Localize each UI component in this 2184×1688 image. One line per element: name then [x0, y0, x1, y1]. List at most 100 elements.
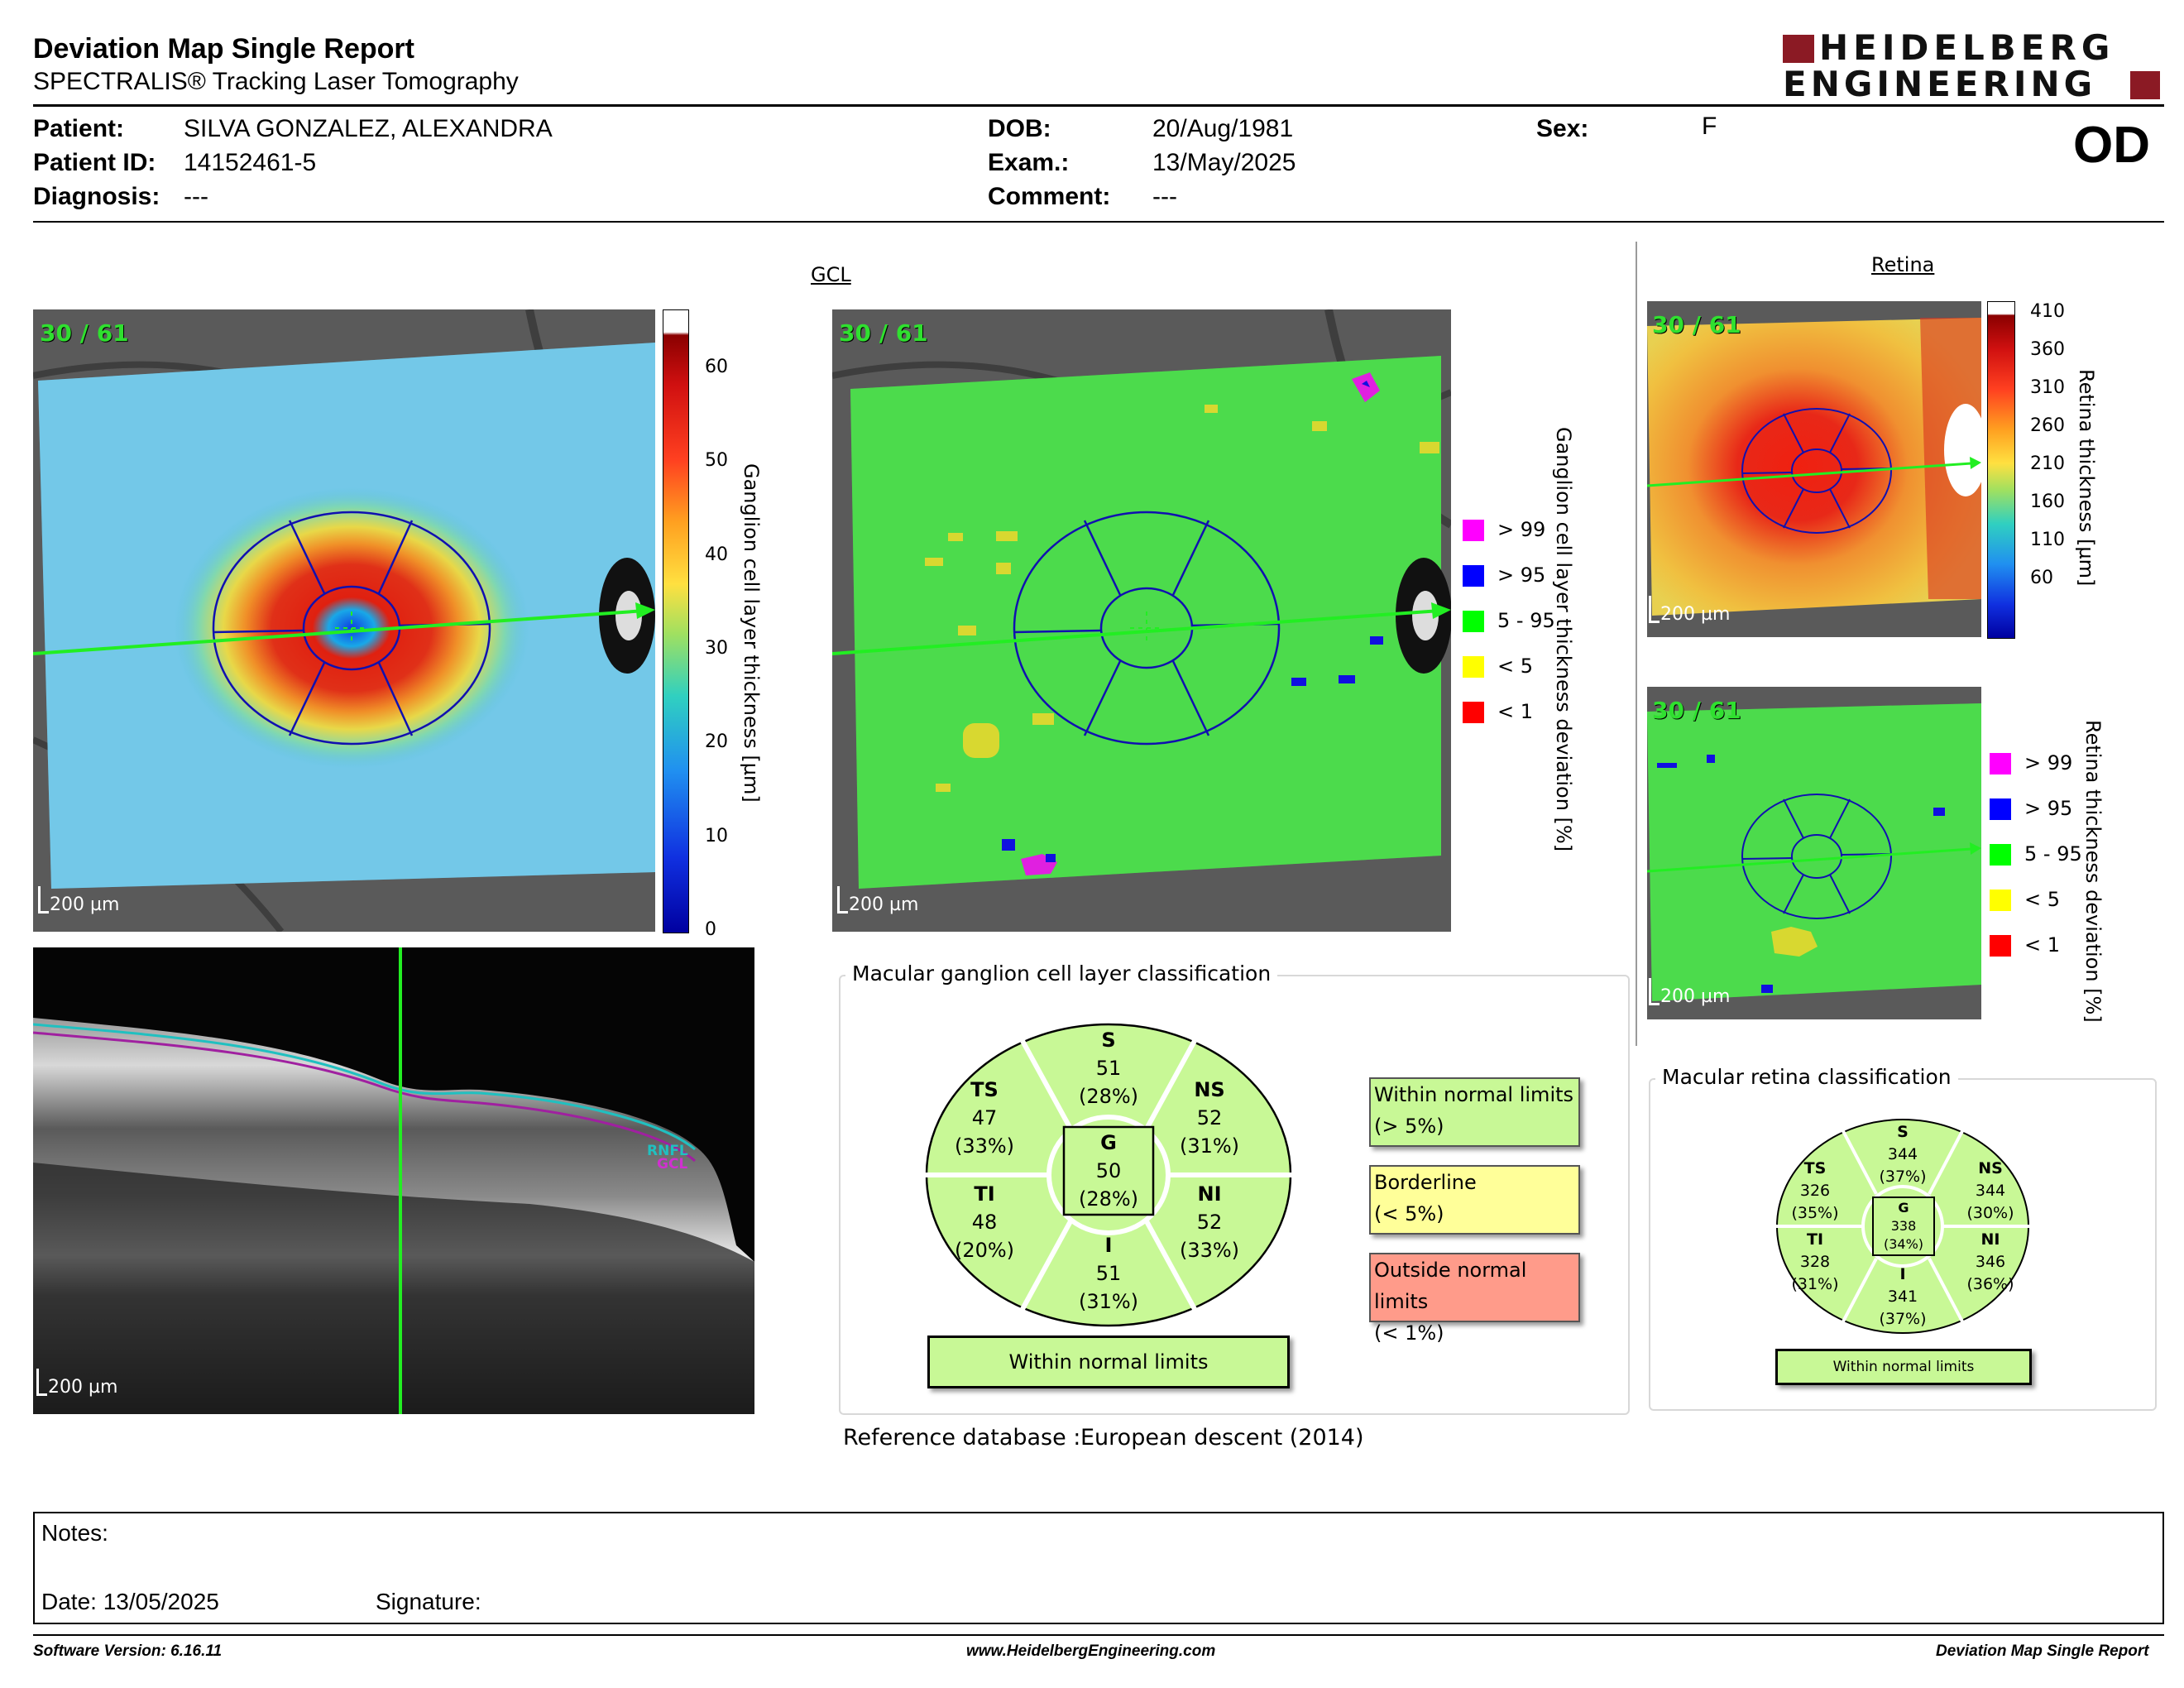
notes-label: Notes:	[41, 1520, 108, 1546]
gcl-legend-label: < 1	[1497, 700, 1534, 723]
gcl-thickness-colorbar	[663, 309, 689, 933]
diagnosis-label: Diagnosis:	[33, 183, 160, 210]
retina-legend-swatch	[1990, 844, 2011, 866]
gcl-sector-s-name: S	[1101, 1029, 1116, 1052]
retina-thickness-tick: 260	[2030, 415, 2065, 436]
gcl-section-title: GCL	[811, 263, 851, 286]
retina-thickness-tick: 60	[2030, 568, 2053, 588]
retina-thickness-tick: 110	[2030, 530, 2065, 550]
retina-sector-s-name: S	[1897, 1123, 1909, 1141]
patient-label: Patient:	[33, 115, 125, 142]
retina-sector-chart: S 344 (37%) TS 326 (35%) NS 344 (30%) G …	[1775, 1118, 2030, 1335]
gcl-deviation-axis-title: Ganglion cell layer thickness deviation …	[1552, 427, 1575, 852]
retina-deviation-graphic	[1647, 687, 1981, 1019]
logo-square-top	[1783, 35, 1814, 63]
retina-legend-label: > 95	[2024, 797, 2073, 820]
retina-legend-label: 5 - 95	[2024, 842, 2082, 866]
gcl-sector-i-value: 51	[1095, 1262, 1122, 1285]
gcl-thickness-tick: 20	[705, 731, 728, 753]
retina-sector-ns-pct: (30%)	[1966, 1204, 2014, 1222]
gcl-thickness-graphic	[33, 309, 655, 932]
gcl-scale-label: 200 µm	[37, 886, 120, 915]
gcl-deviation-map: 30 / 61 200 µm	[832, 309, 1451, 932]
gcl-sector-ti-name: TI	[974, 1182, 995, 1206]
gcl-sector-ns-pct: (31%)	[1179, 1134, 1240, 1158]
patient-name: SILVA GONZALEZ, ALEXANDRA	[184, 115, 553, 142]
bscan-scale-label: 200 µm	[36, 1369, 118, 1398]
gcl-deviation-spots	[925, 372, 1439, 875]
sex-value: F	[1702, 113, 1717, 140]
retina-sector-s-value: 344	[1887, 1145, 1918, 1163]
gcl-frame-label: 30 / 61	[40, 319, 129, 347]
logo-text-engineering: ENGINEERING	[1783, 64, 2097, 104]
retina-deviation-frame-label: 30 / 61	[1652, 697, 1741, 724]
retina-section-title: Retina	[1871, 253, 1935, 276]
gcl-sector-chart: S 51 (28%) TS 47 (33%) NS 52 (31%) G 50 …	[925, 1023, 1292, 1327]
gcl-sector-ni: NI 52 (33%)	[1168, 1180, 1251, 1264]
retina-sector-ns-value: 344	[1975, 1182, 2006, 1200]
gcl-thickness-tick: 30	[705, 637, 728, 659]
exam-label: Exam.:	[988, 149, 1070, 176]
gcl-sector-ts-value: 47	[971, 1106, 998, 1129]
gcl-legend-label: > 95	[1497, 563, 1546, 587]
diagnosis-value: ---	[184, 183, 208, 210]
reference-database-label: Reference database :	[843, 1425, 1081, 1451]
gcl-sector-ti-pct: (20%)	[954, 1239, 1015, 1262]
report-subtitle: SPECTRALIS® Tracking Laser Tomography	[33, 68, 519, 95]
retina-sector-g: G 338 (34%)	[1873, 1199, 1934, 1254]
gcl-thickness-tick: 50	[705, 450, 728, 472]
gcl-deviation-frame-label: 30 / 61	[839, 319, 928, 347]
patient-id: 14152461-5	[184, 149, 317, 176]
retina-deviation-scale-label: 200 µm	[1648, 978, 1731, 1007]
gcl-sector-ns-value: 52	[1196, 1106, 1223, 1129]
retina-legend-label: > 99	[2024, 751, 2073, 774]
gcl-deviation-graphic	[832, 309, 1451, 932]
gcl-sector-graphic	[925, 1023, 1292, 1327]
retina-thickness-axis-title: Retina thickness [µm]	[2075, 369, 2098, 587]
gcl-deviation-scale-label: 200 µm	[836, 886, 919, 915]
retina-sector-ts-name: TS	[1803, 1159, 1827, 1177]
retina-sector-g-value: 338	[1890, 1218, 1917, 1234]
key-outside-normal: Outside normal limits (< 1%)	[1369, 1253, 1580, 1345]
retina-sector-ts: TS 326 (35%)	[1782, 1158, 1848, 1225]
retina-deviation-spots	[1657, 755, 1945, 993]
software-version: Software Version: 6.16.11	[33, 1642, 223, 1660]
gcl-sector-ts-pct: (33%)	[954, 1134, 1015, 1158]
logo-square-bottom	[2130, 71, 2160, 99]
key-within-normal-label: Within normal limits	[1374, 1083, 1574, 1106]
bscan-layer-gcl: GCL	[657, 1156, 688, 1172]
retina-scale-label: 200 µm	[1648, 596, 1731, 625]
retina-sector-s-pct: (37%)	[1879, 1168, 1927, 1186]
gcl-sector-ni-pct: (33%)	[1179, 1239, 1240, 1262]
retina-sector-ni-pct: (36%)	[1966, 1275, 2014, 1293]
patient-rule	[33, 221, 2164, 223]
logo-text-heidelberg: HEIDELBERG	[1819, 27, 2115, 68]
retina-sector-g-name: G	[1898, 1200, 1909, 1216]
footer-report-name: Deviation Map Single Report	[1936, 1642, 2149, 1660]
retina-deviation-map: 30 / 61 200 µm	[1647, 687, 1981, 1019]
retina-sector-i-value: 341	[1887, 1288, 1918, 1306]
gcl-deviation-etdrs-grid	[1013, 511, 1281, 746]
retina-thickness-tick: 360	[2030, 339, 2065, 360]
retina-thickness-tick: 210	[2030, 453, 2065, 474]
gcl-sector-ni-value: 52	[1196, 1211, 1223, 1234]
retina-thickness-colorbar	[1987, 301, 2015, 639]
oct-bscan: RNFL GCL 200 µm	[33, 947, 754, 1414]
gcl-thickness-tick: 0	[705, 918, 716, 940]
section-divider	[1636, 242, 1637, 1046]
retina-legend-swatch	[1990, 753, 2011, 774]
retina-sector-ni-name: NI	[1980, 1230, 2000, 1249]
gcl-legend-label: > 99	[1497, 518, 1546, 541]
gcl-sector-i-pct: (31%)	[1078, 1290, 1139, 1313]
retina-legend-label: < 5	[2024, 888, 2061, 911]
retina-sector-ts-value: 326	[1799, 1182, 1831, 1200]
website-link[interactable]: www.HeidelbergEngineering.com	[966, 1642, 1216, 1660]
gcl-thickness-map: 30 / 61 200 µm	[33, 309, 655, 932]
retina-thickness-tick: 410	[2030, 301, 2065, 322]
bscan-layer-rnfl: RNFL	[647, 1143, 688, 1159]
gcl-sector-s-pct: (28%)	[1078, 1085, 1139, 1108]
notes-box	[33, 1512, 2164, 1624]
gcl-sector-ts: TS 47 (33%)	[943, 1076, 1026, 1160]
gcl-thickness-tick: 60	[705, 357, 728, 377]
gcl-sector-g: G 50 (28%)	[1067, 1129, 1150, 1213]
